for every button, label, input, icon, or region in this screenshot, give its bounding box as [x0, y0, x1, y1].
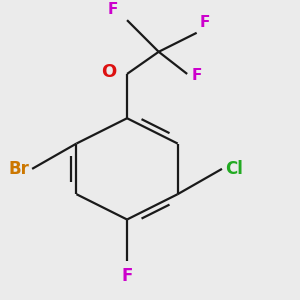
Text: F: F: [192, 68, 202, 83]
Text: Br: Br: [8, 160, 29, 178]
Text: Cl: Cl: [225, 160, 243, 178]
Text: F: F: [200, 15, 210, 30]
Text: F: F: [122, 267, 133, 285]
Text: F: F: [107, 2, 118, 17]
Text: O: O: [101, 63, 116, 81]
